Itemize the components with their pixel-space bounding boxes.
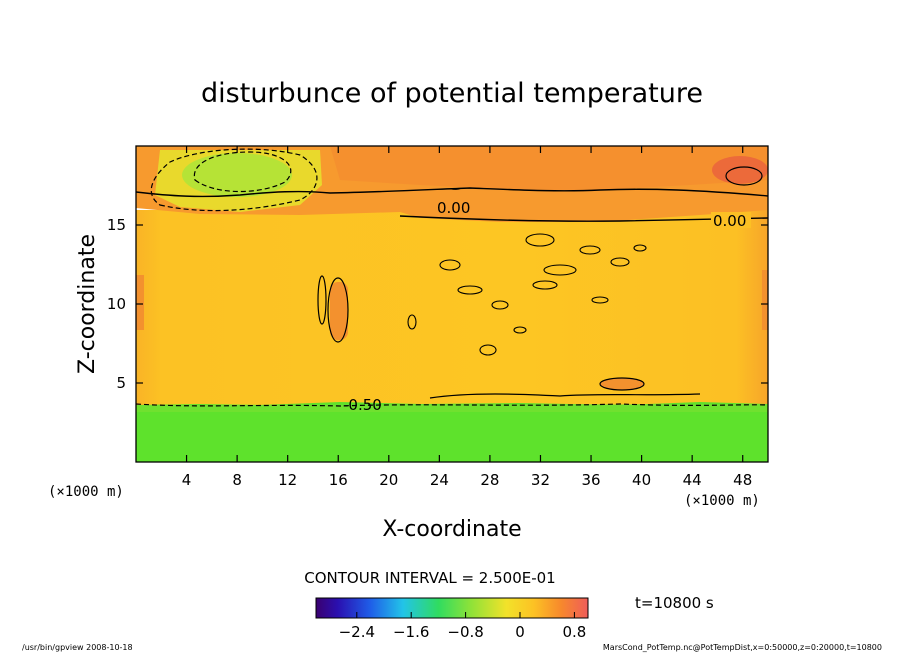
upper-warm-patch — [330, 146, 768, 190]
contour-label: -0.50 — [343, 396, 382, 414]
colorbar-tick-label: −0.8 — [447, 623, 483, 641]
x-tick-label: 24 — [430, 471, 449, 489]
contour-warm-loop — [725, 166, 763, 186]
column-anomaly — [330, 282, 348, 340]
colorbar-tick-label: −2.4 — [339, 623, 375, 641]
x-axis-label: X-coordinate — [382, 517, 521, 542]
x-tick-label: 16 — [329, 471, 348, 489]
contour-dashed-inner — [193, 151, 292, 193]
x-unit-left: (×1000 m) — [48, 484, 124, 500]
colorbar-tick-label: 0.8 — [562, 623, 586, 641]
chart-title: disturbunce of potential temperature — [201, 78, 703, 109]
contour-label: 0.00 — [713, 212, 746, 230]
colorbar-tick-label: −1.6 — [393, 623, 429, 641]
x-tick-label: 20 — [379, 471, 398, 489]
colorbar-ticks: −2.4 −1.6 −0.8 0 0.8 — [339, 612, 586, 641]
colorbar-tick-label: 0 — [515, 623, 525, 641]
plot-field — [136, 146, 768, 462]
x-tick-label: 48 — [733, 471, 752, 489]
contour-label: 0.00 — [437, 199, 470, 217]
time-label: t=10800 s — [635, 594, 714, 612]
x-tick-label: 8 — [232, 471, 242, 489]
edge-anomaly-left — [136, 275, 144, 330]
contour-low-solid — [429, 393, 701, 399]
contour-interval: CONTOUR INTERVAL = 2.500E-01 — [304, 569, 555, 587]
contour-scatter — [407, 189, 647, 356]
contour-label-bg — [711, 212, 751, 228]
y-axis: 5 10 15 — [107, 216, 768, 392]
y-tick-label: 5 — [116, 374, 126, 392]
y-axis-label: Z-coordinate — [75, 234, 100, 374]
x-tick-label: 12 — [278, 471, 297, 489]
contour-column-2 — [317, 275, 327, 325]
region-lower — [136, 402, 768, 462]
lower-transition — [136, 404, 768, 412]
contour-low-blob — [599, 377, 645, 391]
y-tick-label: 10 — [107, 295, 126, 313]
edge-anomaly-right — [762, 270, 768, 330]
x-tick-label: 40 — [632, 471, 651, 489]
contour-label-layer: 0.00 0.00 -0.50 — [343, 190, 751, 414]
footer-left: /usr/bin/gpview 2008-10-18 — [22, 643, 133, 652]
x-tick-label: 32 — [531, 471, 550, 489]
x-tick-label: 36 — [581, 471, 600, 489]
contour-dashed-outer — [150, 148, 318, 212]
contour-label-bg — [437, 190, 471, 204]
contour-column — [327, 277, 349, 343]
cold-anomaly — [182, 153, 292, 197]
footer-right: MarsCond_PotTemp.nc@PotTempDist,x=0:5000… — [603, 643, 882, 652]
x-tick-label: 44 — [683, 471, 702, 489]
contour-solid-top — [136, 187, 768, 198]
contour-minus-half — [136, 403, 768, 407]
x-axis: 4 8 12 16 20 24 28 32 36 40 44 48 — [182, 146, 752, 489]
x-tick-label: 28 — [480, 471, 499, 489]
x-unit-right: (×1000 m) — [684, 493, 760, 509]
y-tick-label: 15 — [107, 216, 126, 234]
x-tick-label: 4 — [182, 471, 192, 489]
region-middle — [136, 210, 768, 406]
